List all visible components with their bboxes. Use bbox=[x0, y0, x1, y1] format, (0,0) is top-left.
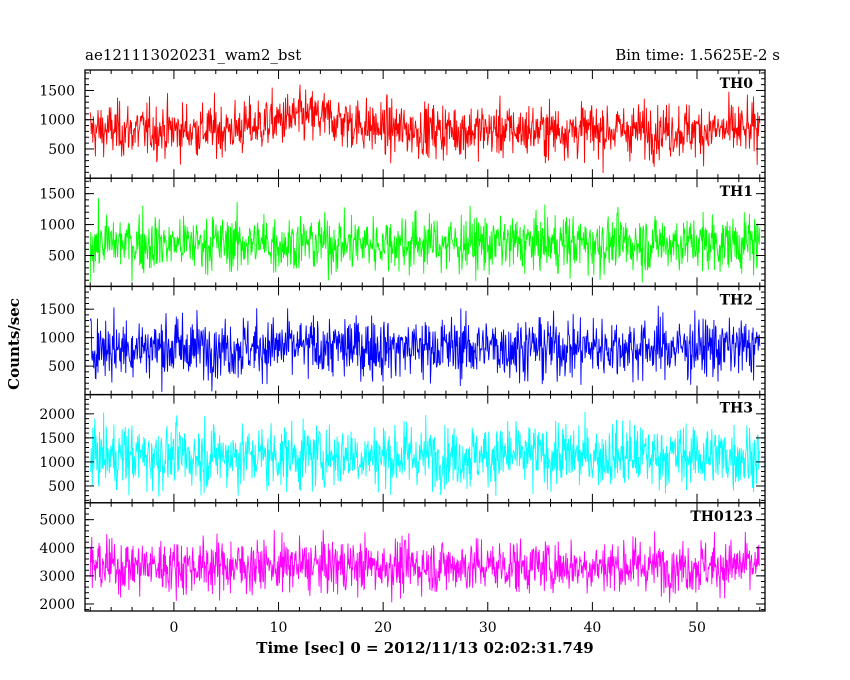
y-tick-label: 1000 bbox=[39, 218, 75, 234]
y-tick-label: 2000 bbox=[39, 597, 75, 613]
panel-frame bbox=[84, 393, 766, 504]
y-tick-label: 1000 bbox=[39, 113, 75, 129]
panel-th0123: 2000 3000 4000 5000 TH0123 bbox=[39, 502, 766, 613]
panel-label: TH1 bbox=[720, 184, 753, 200]
panels-group: 500 1000 1500 TH0 500 1000 1500 TH1 500 1000 1500 T… bbox=[39, 69, 766, 613]
panel-label: TH3 bbox=[720, 401, 753, 417]
x-tick-label: 40 bbox=[583, 620, 601, 636]
y-tick-label: 2000 bbox=[39, 407, 75, 423]
y-tick-label: 4000 bbox=[39, 541, 75, 557]
x-tick-labels: 0 10 20 30 40 50 bbox=[169, 620, 705, 636]
panel-th2: 500 1000 1500 TH2 bbox=[39, 285, 766, 396]
panel-th3: 500 1000 1500 2000 TH3 bbox=[39, 393, 766, 504]
series-th0123-line bbox=[89, 529, 760, 603]
y-axis-label: Counts/sec bbox=[5, 298, 23, 390]
y-tick-label: 1000 bbox=[39, 331, 75, 347]
y-tick-label: 1500 bbox=[39, 187, 75, 203]
y-tick-label: 5000 bbox=[39, 513, 75, 529]
y-tick-label: 1500 bbox=[39, 302, 75, 318]
series-th2-line bbox=[89, 305, 761, 392]
y-tick-label: 500 bbox=[48, 142, 75, 158]
x-tick-label: 30 bbox=[479, 620, 497, 636]
panel-label: TH0123 bbox=[690, 509, 753, 525]
x-tick-label: 10 bbox=[270, 620, 288, 636]
x-axis-label: Time [sec] 0 = 2012/11/13 02:02:31.749 bbox=[256, 639, 593, 657]
chart-title-left: ae121113020231_wam2_bst bbox=[85, 46, 301, 64]
x-tick-label: 0 bbox=[169, 620, 178, 636]
chart-title-right: Bin time: 1.5625E-2 s bbox=[615, 46, 780, 64]
series-th0-line bbox=[89, 84, 761, 173]
panel-label: TH2 bbox=[720, 292, 753, 308]
y-tick-label: 1500 bbox=[39, 83, 75, 99]
y-tick-label: 500 bbox=[48, 359, 75, 375]
y-tick-label: 500 bbox=[48, 248, 75, 264]
x-tick-label: 20 bbox=[374, 620, 392, 636]
series-th1-line bbox=[89, 198, 761, 283]
series-th3-line bbox=[89, 411, 761, 497]
y-tick-label: 1000 bbox=[39, 455, 75, 471]
panel-th1: 500 1000 1500 TH1 bbox=[39, 177, 766, 288]
y-tick-label: 1500 bbox=[39, 431, 75, 447]
panel-th0: 500 1000 1500 TH0 bbox=[39, 69, 766, 179]
x-tick-label: 50 bbox=[688, 620, 706, 636]
panel-label: TH0 bbox=[720, 76, 754, 92]
y-tick-label: 500 bbox=[48, 479, 75, 495]
y-tick-label: 3000 bbox=[39, 569, 75, 585]
